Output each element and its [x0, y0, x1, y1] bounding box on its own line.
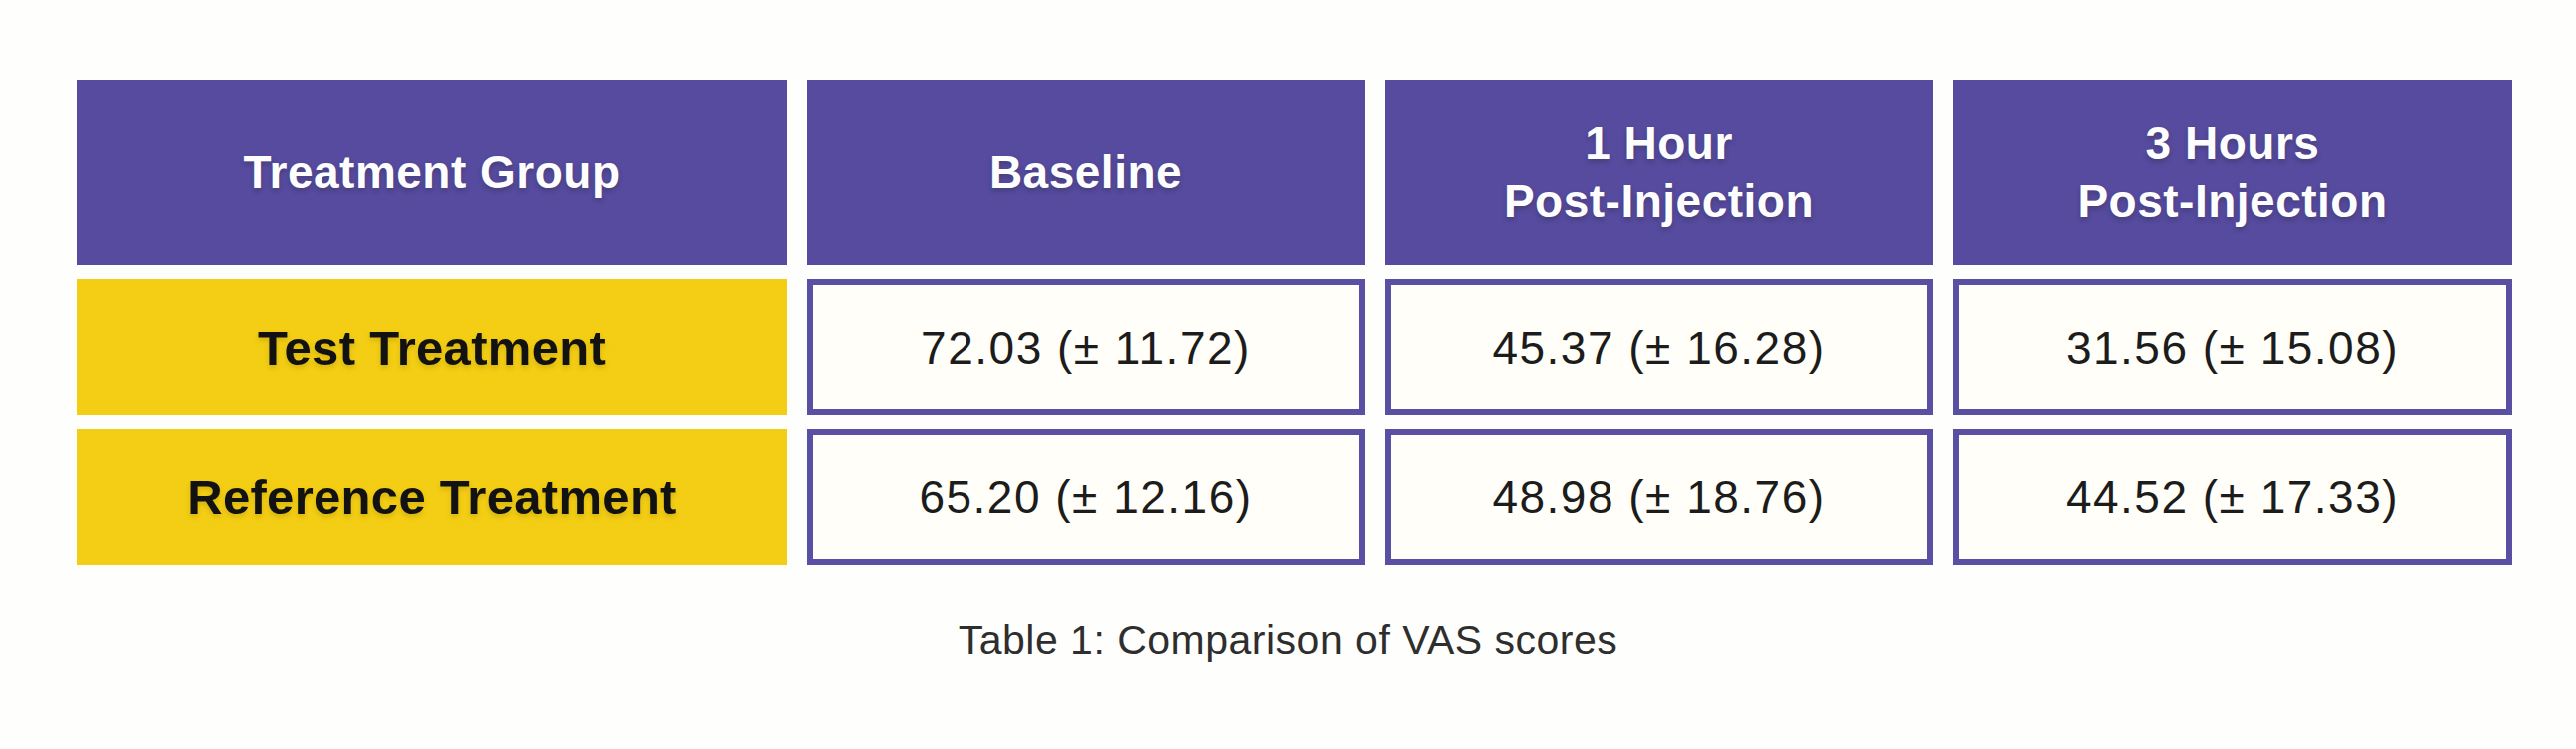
row-label-reference-treatment: Reference Treatment	[77, 429, 787, 565]
header-cell-baseline: Baseline	[807, 80, 1365, 265]
data-cell-reference-baseline: 65.20 (± 12.16)	[807, 429, 1365, 565]
header-cell-1-hour-post-injection: 1 Hour Post-Injection	[1385, 80, 1933, 265]
header-cell-3-hours-post-injection: 3 Hours Post-Injection	[1953, 80, 2512, 265]
data-cell-test-baseline: 72.03 (± 11.72)	[807, 279, 1365, 415]
row-label-test-treatment: Test Treatment	[77, 279, 787, 415]
header-cell-treatment-group: Treatment Group	[77, 80, 787, 265]
data-cell-test-3-hours: 31.56 (± 15.08)	[1953, 279, 2512, 415]
table-caption: Table 1: Comparison of VAS scores	[0, 617, 2576, 664]
data-cell-reference-3-hours: 44.52 (± 17.33)	[1953, 429, 2512, 565]
data-cell-test-1-hour: 45.37 (± 16.28)	[1385, 279, 1933, 415]
data-cell-reference-1-hour: 48.98 (± 18.76)	[1385, 429, 1933, 565]
vas-scores-table: Treatment Group Baseline 1 Hour Post-Inj…	[77, 80, 2512, 565]
